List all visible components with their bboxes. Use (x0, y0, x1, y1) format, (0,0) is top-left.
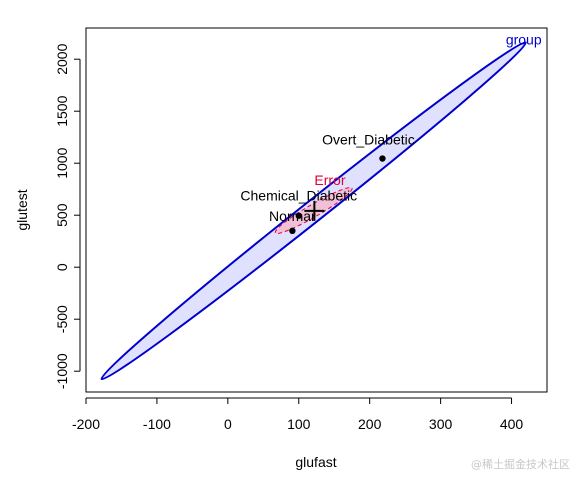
y-tick-label: 500 (54, 203, 70, 227)
x-axis-label: glufast (295, 454, 336, 470)
axis-layer: -200 -100 0 100 200 300 400-1000-5000500100015… (54, 43, 523, 432)
point-chemical-diabetic (295, 212, 302, 219)
y-axis-label: glutest (14, 189, 30, 230)
mark-layer: Overt_Diabetic Chemical_Diabetic Normar (240, 132, 415, 234)
y-tick-label: 1500 (54, 95, 70, 126)
x-tick-label: 400 (500, 416, 524, 432)
point-label-normar: Normar (269, 208, 316, 224)
ellipse-label-group: group (506, 32, 542, 48)
y-tick-label: 0 (54, 263, 70, 271)
watermark: @稀土掘金技术社区 (471, 458, 570, 471)
x-tick-label: 0 (224, 416, 232, 432)
x-tick-label: 300 (429, 416, 453, 432)
y-tick-label: -500 (54, 305, 70, 333)
y-tick-label: 1000 (54, 147, 70, 178)
x-tick-label: 200 (358, 416, 382, 432)
y-tick-label: -1000 (54, 353, 70, 389)
point-overt-diabetic (379, 155, 386, 162)
plot-area-frame (85, 27, 548, 393)
point-label-overt-diabetic: Overt_Diabetic (322, 132, 415, 148)
point-normar (289, 227, 296, 234)
x-tick-label: -200 (72, 416, 100, 432)
x-tick-label: -100 (143, 416, 171, 432)
point-label-chemical-diabetic: Chemical_Diabetic (240, 188, 357, 204)
y-tick-label: 2000 (54, 43, 70, 74)
ellipse-label-error: Error (314, 172, 345, 188)
x-tick-label: 100 (287, 416, 311, 432)
